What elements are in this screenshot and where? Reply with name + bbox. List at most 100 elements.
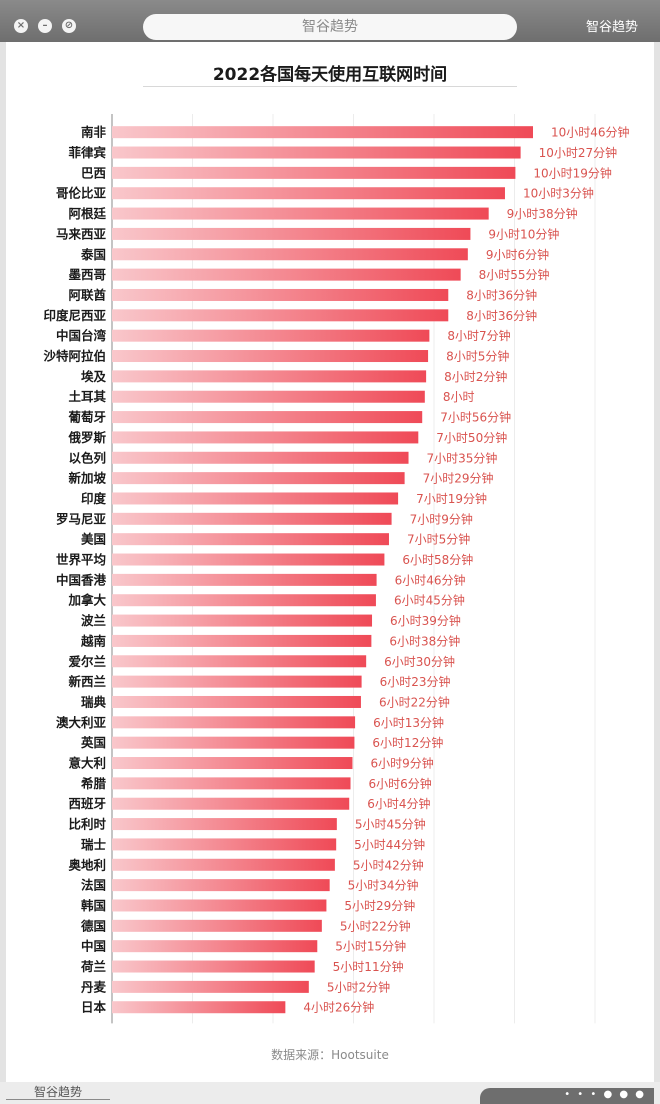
bar: [112, 390, 425, 403]
category-label: 韩国: [81, 898, 106, 913]
value-label: 6小时4分钟: [367, 796, 430, 811]
category-label: 阿联酋: [68, 287, 106, 302]
category-label: 中国台湾: [56, 328, 107, 343]
bar: [112, 288, 449, 301]
category-label: 西班牙: [68, 796, 106, 811]
category-label: 荷兰: [80, 959, 107, 974]
value-label: 9小时38分钟: [507, 206, 578, 221]
value-label: 8小时36分钟: [466, 308, 537, 323]
window-bottom-bar: 智谷趋势 • • • ● ● ●: [0, 1082, 660, 1104]
bar: [112, 655, 367, 668]
value-label: 5小时45分钟: [355, 817, 426, 832]
bar: [112, 512, 392, 525]
category-label: 沙特阿拉伯: [43, 349, 106, 364]
bar: [112, 818, 337, 831]
bar: [112, 573, 377, 586]
value-label: 4小时26分钟: [303, 1000, 374, 1015]
value-label: 10小时19分钟: [533, 165, 612, 180]
value-label: 8小时5分钟: [446, 349, 509, 364]
category-label: 以色列: [68, 450, 106, 465]
bar: [112, 634, 372, 647]
category-label: 越南: [80, 633, 107, 648]
category-label: 日本: [81, 1000, 107, 1015]
bar: [112, 309, 449, 322]
bar: [112, 350, 429, 363]
close-icon[interactable]: ×: [14, 19, 28, 33]
category-label: 马来西亚: [56, 226, 107, 241]
category-label: 土耳其: [68, 389, 106, 404]
value-label: 5小时29分钟: [344, 898, 415, 913]
bar: [112, 594, 376, 607]
bottom-tab: [480, 1088, 654, 1104]
category-label: 泰国: [80, 247, 106, 262]
value-label: 5小时34分钟: [348, 878, 419, 893]
bar: [112, 879, 330, 892]
value-label: 7小时5分钟: [407, 532, 470, 547]
value-label: 8小时7分钟: [447, 328, 510, 343]
minimize-icon[interactable]: –: [38, 19, 52, 33]
value-label: 6小时23分钟: [380, 674, 451, 689]
value-label: 10小时27分钟: [539, 145, 618, 160]
category-label: 哥伦比亚: [56, 186, 107, 201]
category-label: 比利时: [68, 817, 106, 832]
page-dots[interactable]: • • • ● ● ●: [564, 1089, 646, 1100]
bar: [112, 370, 427, 383]
value-label: 7小时50分钟: [436, 430, 507, 445]
category-label: 波兰: [81, 613, 107, 628]
category-label: 加拿大: [67, 593, 106, 608]
category-label: 印度尼西亚: [43, 308, 106, 323]
value-label: 6小时30分钟: [384, 654, 455, 669]
category-label: 英国: [81, 735, 106, 750]
bar: [112, 736, 355, 749]
category-label: 菲律宾: [68, 145, 106, 160]
category-label: 中国香港: [56, 572, 107, 587]
category-label: 阿根廷: [68, 206, 106, 221]
bar: [112, 227, 471, 240]
bar: [112, 797, 350, 810]
category-label: 意大利: [68, 756, 106, 771]
bar: [112, 940, 318, 953]
value-label: 6小时22分钟: [379, 694, 450, 709]
bar: [112, 716, 356, 729]
value-label: 7小时29分钟: [423, 471, 494, 486]
bar: [112, 451, 409, 464]
category-label: 爱尔兰: [68, 654, 106, 669]
category-label: 南非: [81, 125, 107, 140]
block-icon[interactable]: ⊘: [62, 19, 76, 33]
value-label: 7小时56分钟: [440, 410, 511, 425]
category-label: 德国: [81, 918, 106, 933]
window-frame-left: [0, 42, 6, 1082]
category-label: 印度: [81, 491, 107, 506]
bar: [112, 695, 361, 708]
gridlines: [111, 114, 596, 1024]
bar: [112, 431, 419, 444]
brand-logo-top: 智谷趋势: [585, 20, 638, 35]
category-label: 罗马尼亚: [56, 511, 107, 526]
data-source: 数据来源：Hootsuite: [271, 1048, 389, 1062]
chart-title: 2022各国每天使用互联网时间: [212, 65, 448, 85]
value-label: 8小时: [443, 390, 475, 404]
bar: [112, 838, 337, 851]
category-label: 新西兰: [68, 674, 106, 689]
category-label: 世界平均: [56, 552, 106, 567]
bar: [112, 675, 362, 688]
category-label: 墨西哥: [68, 267, 106, 282]
brand-logo-bottom: 智谷趋势: [6, 1085, 110, 1100]
title-divider: [143, 86, 517, 87]
value-label: 9小时10分钟: [488, 226, 559, 241]
address-bar[interactable]: 智谷趋势: [143, 14, 517, 40]
bar: [112, 207, 489, 220]
bar: [112, 777, 351, 790]
category-label: 法国: [81, 878, 106, 893]
value-label: 7小时9分钟: [410, 511, 473, 526]
window-frame-right: [654, 42, 660, 1082]
value-label: 5小时11分钟: [333, 959, 404, 974]
bar: [112, 472, 405, 485]
category-label: 奥地利: [68, 857, 106, 872]
category-label: 瑞典: [81, 694, 107, 709]
value-label: 8小时55分钟: [479, 267, 550, 282]
bar: [112, 614, 373, 627]
bar: [112, 268, 461, 281]
